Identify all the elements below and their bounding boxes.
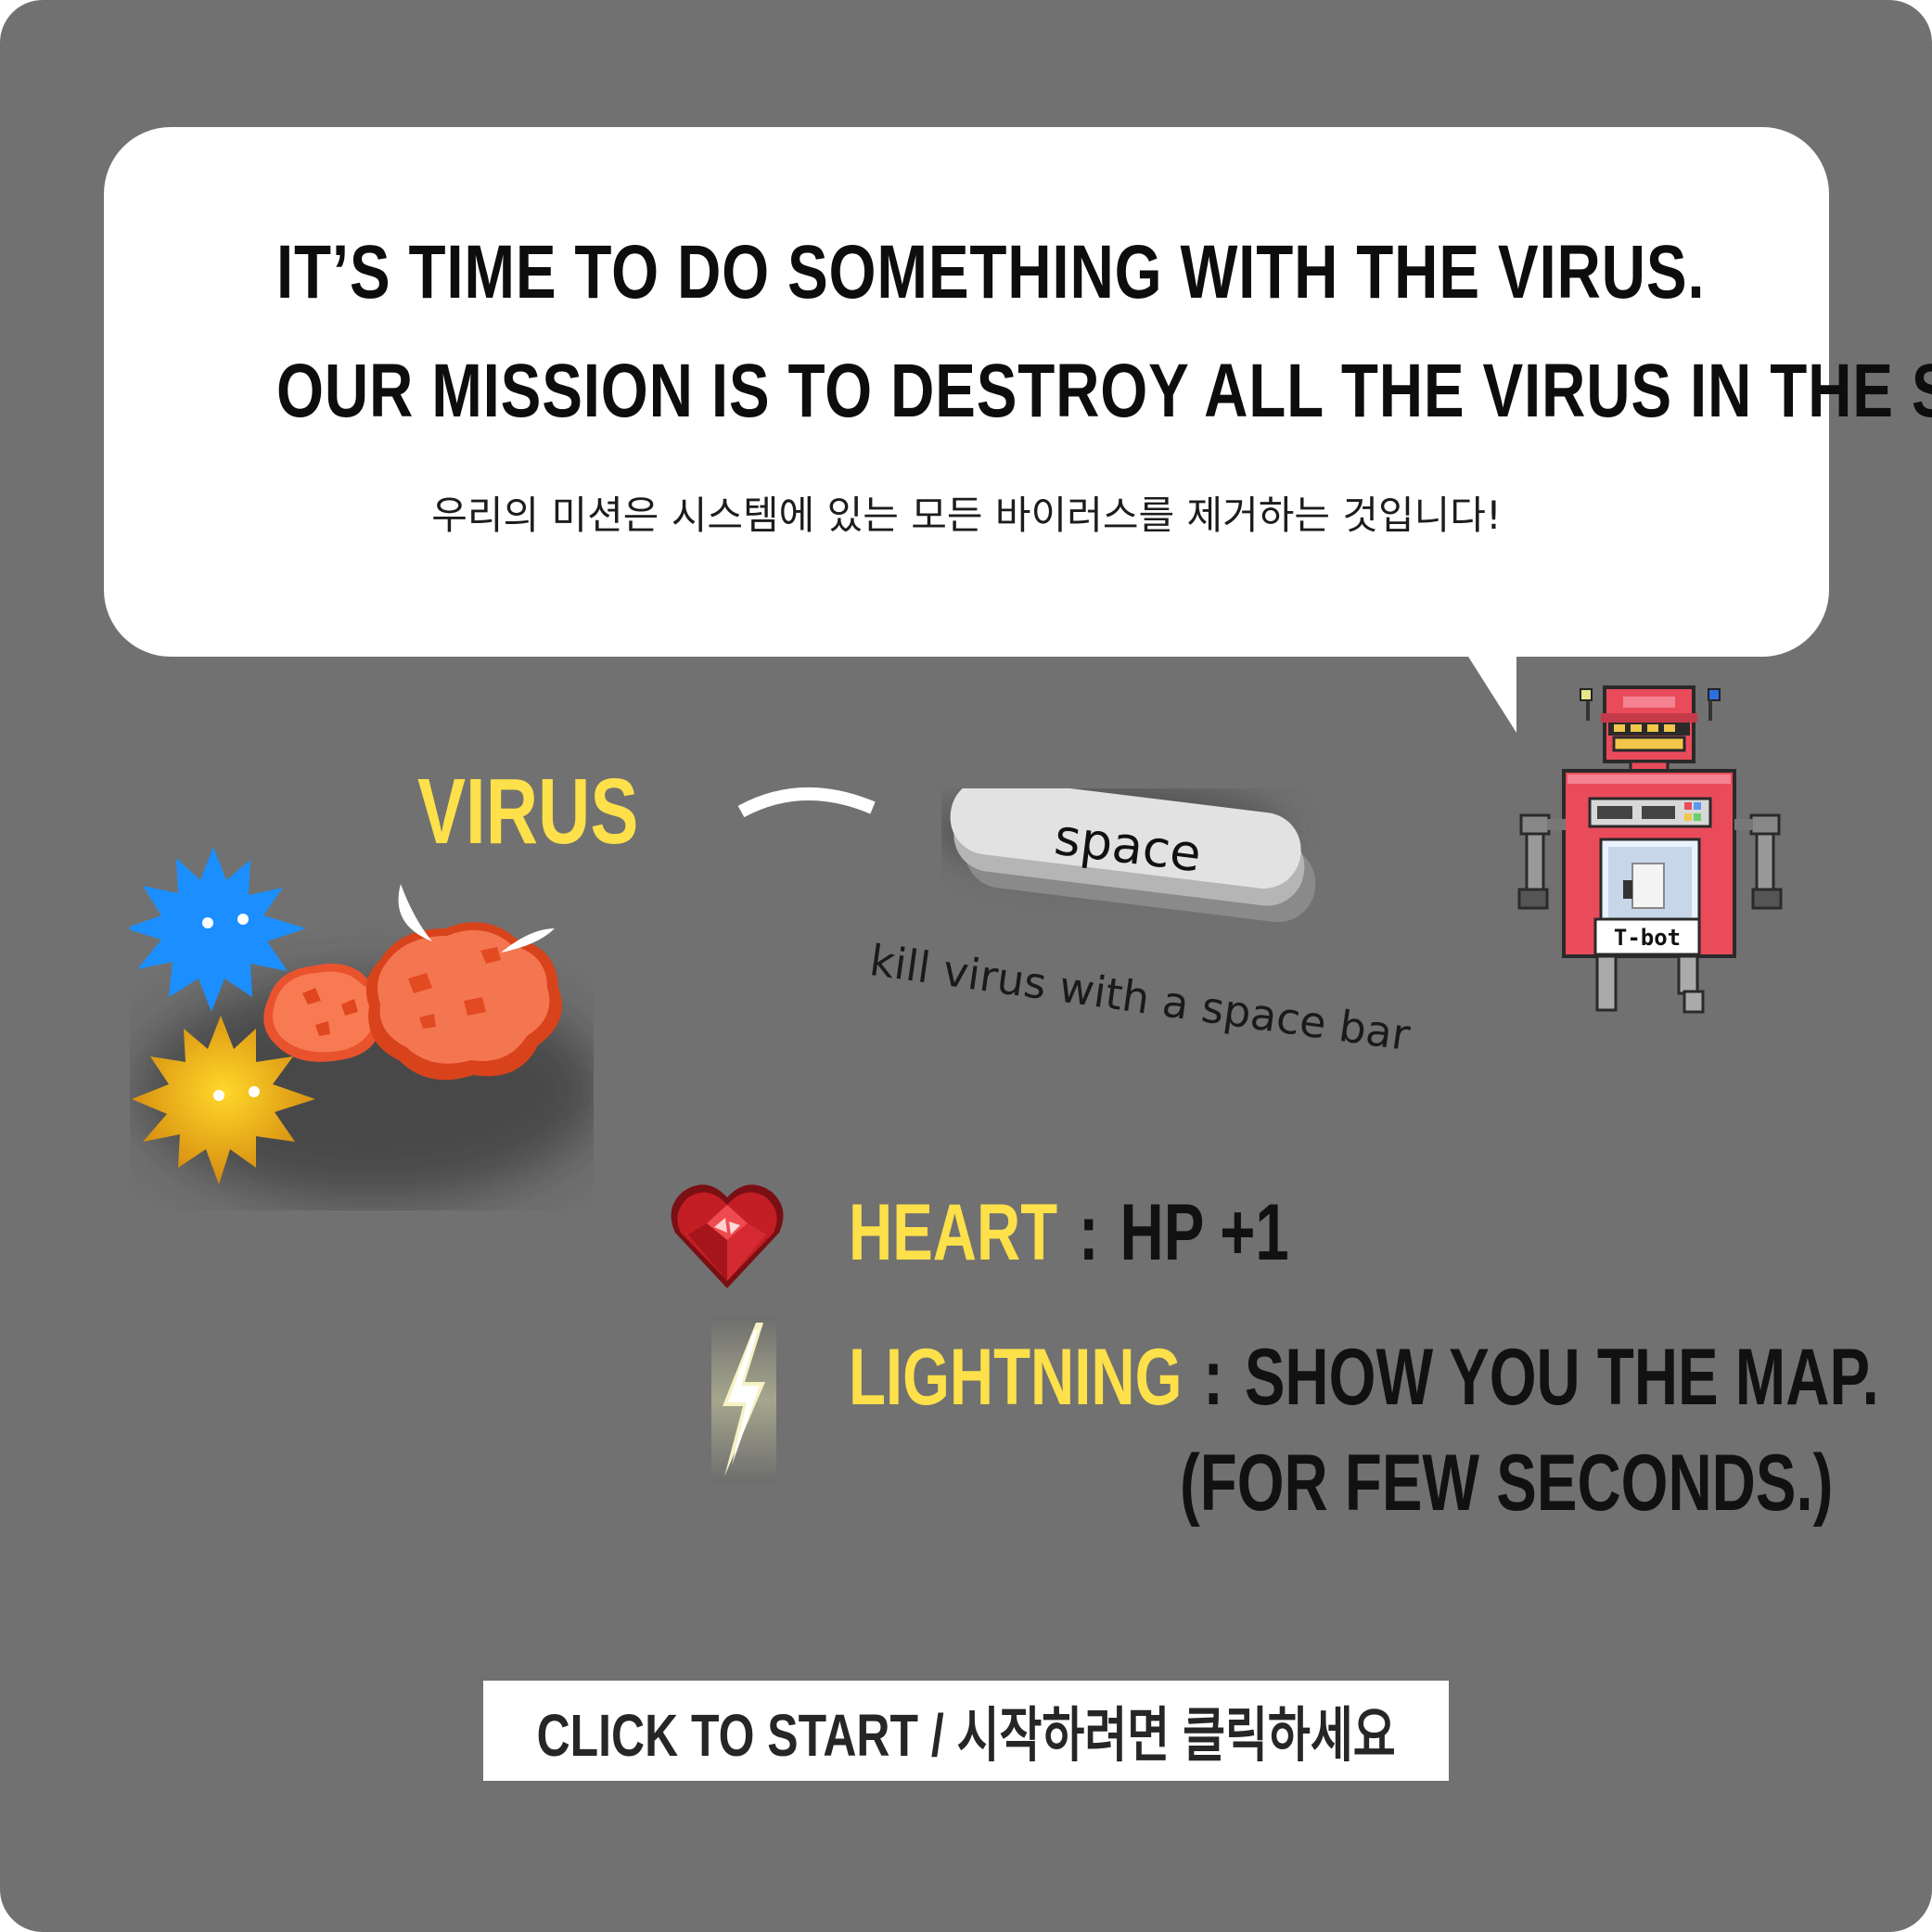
heart-item-name: HEART — [849, 1188, 1058, 1277]
yellow-virus-icon — [132, 1016, 315, 1184]
start-button[interactable]: CLICK TO START / 시작하려면 클릭하세요 — [483, 1681, 1449, 1781]
virus-cluster-illustration — [130, 847, 594, 1201]
heart-gem-icon — [671, 1184, 784, 1288]
blue-virus-icon — [130, 847, 306, 1012]
big-red-virus-icon — [365, 884, 562, 1081]
small-red-virus-icon — [263, 963, 385, 1062]
virus-label: VIRUS — [417, 760, 639, 864]
heart-item-description: HP +1 — [1120, 1188, 1289, 1277]
lightning-item-description-line-2: (FOR FEW SECONDS.) — [1180, 1439, 1834, 1528]
space-key-icon: space — [941, 788, 1316, 923]
heart-item-row: HEART: HP +1 — [849, 1187, 1289, 1279]
start-button-label: CLICK TO START / 시작하려면 클릭하세요 — [536, 1702, 1396, 1769]
lightning-item-separator: : — [1203, 1333, 1224, 1422]
korean-subtitle: 우리의 미션은 시스템에 있는 모든 바이러스를 제거하는 것입니다! — [431, 493, 1502, 538]
headline-line-1: IT’S TIME TO DO SOMETHING WITH THE VIRUS… — [276, 230, 1706, 314]
speech-bubble: IT’S TIME TO DO SOMETHING WITH THE VIRUS… — [104, 127, 1932, 657]
lightning-item-description: SHOW YOU THE MAP. — [1244, 1333, 1879, 1422]
lightning-bolt-icon — [711, 1317, 776, 1482]
speech-bubble-tail — [1464, 649, 1516, 733]
lightning-item-name: LIGHTNING — [849, 1333, 1183, 1422]
dash-connector — [737, 787, 876, 818]
heart-item-separator: : — [1078, 1188, 1099, 1277]
robot-name-tag: T-bot — [1614, 925, 1681, 951]
headline-line-2: OUR MISSION IS TO DESTROY ALL THE VIRUS … — [276, 349, 1932, 433]
space-caption: kill virus with a space bar — [866, 935, 1414, 1061]
lightning-item-row: LIGHTNING: SHOW YOU THE MAP. — [849, 1332, 1879, 1424]
t-bot-robot-illustration: T-bot — [1517, 685, 1783, 1014]
